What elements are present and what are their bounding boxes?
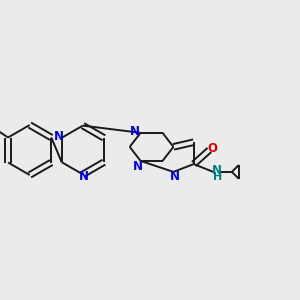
Text: H: H: [213, 172, 222, 182]
Text: N: N: [130, 125, 140, 138]
Text: N: N: [79, 170, 89, 183]
Text: N: N: [212, 164, 222, 177]
Text: N: N: [133, 160, 143, 173]
Text: O: O: [208, 142, 218, 155]
Text: N: N: [54, 130, 64, 143]
Text: N: N: [170, 170, 180, 183]
